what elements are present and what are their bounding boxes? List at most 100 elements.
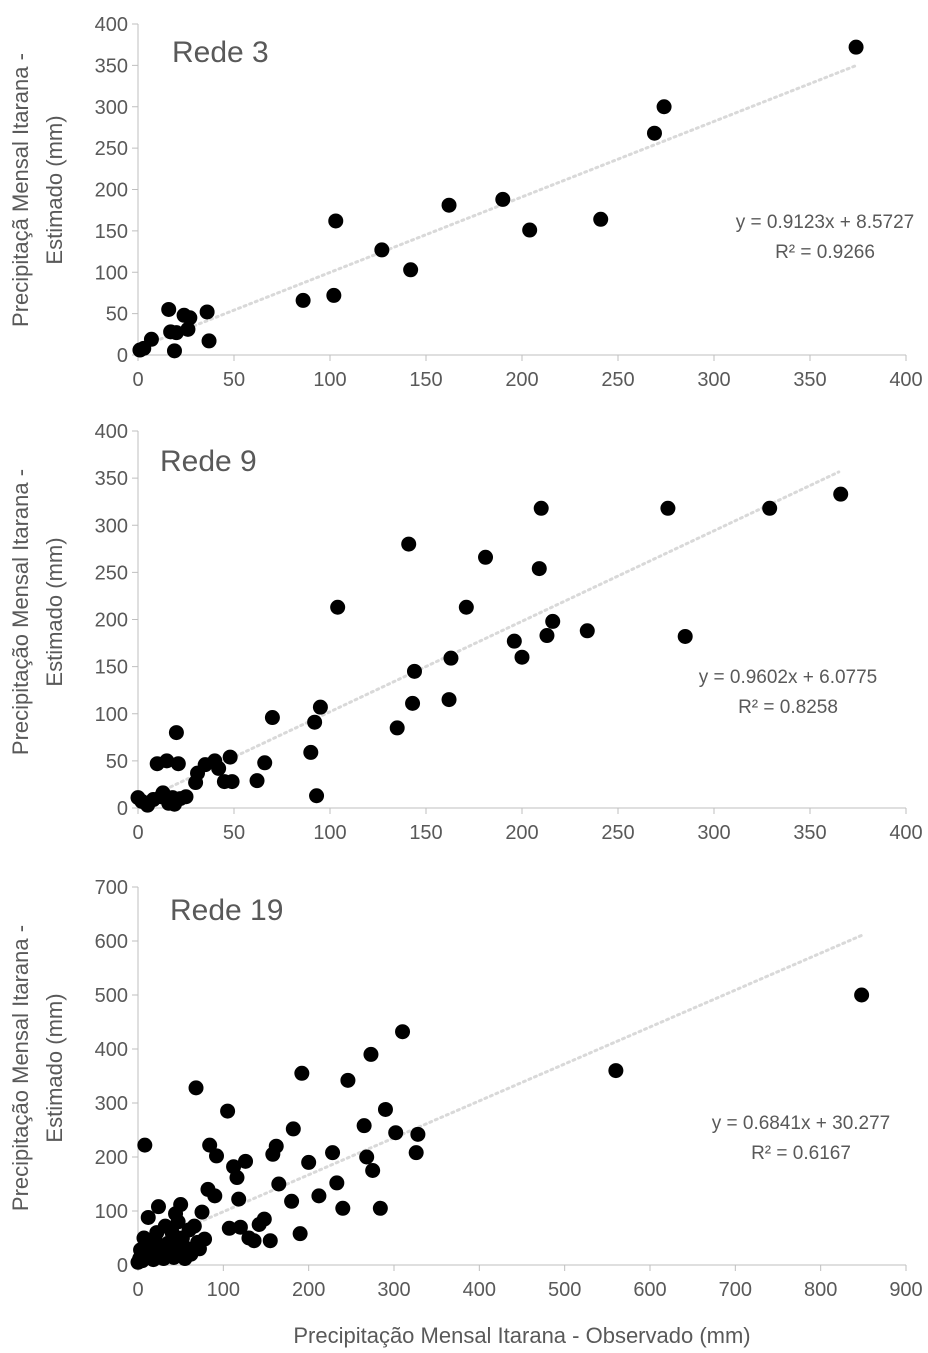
data-point [307,714,323,730]
data-point [579,623,595,639]
data-point [388,1125,404,1141]
data-point [303,744,319,760]
data-point [209,1148,225,1164]
y-tick-label: 100 [95,704,128,726]
data-point [186,1218,202,1234]
data-point [249,773,265,789]
x-tick-label: 50 [223,369,245,391]
data-point [199,304,215,320]
y-axis-label-line2: Estimado (mm) [42,537,67,686]
y-tick-label: 0 [117,345,128,367]
data-point [221,1220,237,1236]
y-tick-label: 150 [95,221,128,243]
chart-panel-3: 0 100 200 300 400 500 600 700 0 100 200 300 400 500 60… [8,877,923,1301]
data-point [180,321,196,337]
data-point [677,628,693,644]
data-point [656,99,672,115]
chart-title: Rede 3 [172,36,269,69]
data-point [188,1080,204,1096]
data-point [539,628,555,644]
data-point [284,1193,300,1209]
x-tick-label: 350 [793,822,826,844]
data-point [246,1233,262,1249]
y-tick-label: 0 [117,798,128,820]
data-point [159,753,175,769]
data-point [285,1121,301,1137]
x-tick-label: 0 [132,369,143,391]
data-point [182,310,198,326]
data-point [256,1211,272,1227]
y-tick-label: 50 [106,304,128,326]
y-tick-label: 500 [95,985,128,1007]
y-tick-label: 250 [95,138,128,160]
data-point [441,692,457,708]
y-tick-label: 0 [117,1255,128,1277]
data-point [395,1024,411,1040]
data-point [495,191,511,207]
trendline [136,933,865,1251]
data-point [408,1145,424,1161]
y-tick-label: 600 [95,931,128,953]
r-squared-label: R² = 0.9266 [775,242,875,263]
trendline [136,470,841,804]
y-tick-label: 400 [95,1039,128,1061]
r-squared-label: R² = 0.6167 [751,1143,851,1164]
y-axis-label-line1: Precipitação Mensal Itarana - [8,925,33,1211]
y-axis-label-line2: Estimado (mm) [42,993,67,1142]
data-point [359,1149,375,1165]
data-point [238,1153,254,1169]
data-point [660,500,676,516]
y-tick-label: 200 [95,1147,128,1169]
data-point [443,650,459,666]
x-tick-label: 350 [793,369,826,391]
data-point [506,633,522,649]
data-point [301,1154,317,1170]
data-point [377,1101,393,1117]
y-tick-label: 300 [95,515,128,537]
data-point [166,343,182,359]
data-point [514,649,530,665]
data-point [329,1175,345,1191]
x-tick-label: 200 [292,1279,325,1301]
chart-title: Rede 19 [170,894,283,927]
data-point [328,213,344,229]
x-tick-label: 600 [633,1279,666,1301]
y-axis-label-line2: Estimado (mm) [42,115,67,264]
data-point [170,756,186,772]
data-point [309,788,325,804]
data-point [608,1063,624,1079]
data-point [330,599,346,615]
x-tick-label: 700 [719,1279,752,1301]
data-point [143,331,159,347]
data-point [211,760,227,776]
data-point [522,222,538,238]
x-tick-label: 100 [207,1279,240,1301]
chart-panel-2: 0 50 100 150 200 250 300 350 400 0 50 100 150 200 250 3… [8,421,923,844]
trend-equation: y = 0.9123x + 8.5727 [736,212,915,233]
data-point [292,1226,308,1242]
data-point [295,292,311,308]
x-tick-label: 300 [377,1279,410,1301]
data-point [646,125,662,141]
x-tick-label: 250 [601,369,634,391]
chart-panel-1: 0 50 100 150 200 250 300 350 400 0 50 100 150 200 250 3… [8,14,923,391]
data-point [326,287,342,303]
data-point [854,987,870,1003]
data-point [335,1200,351,1216]
data-point [533,500,549,516]
y-axis-label-line1: Precipitaçã Mensal Itarana - [8,53,33,327]
y-tick-label: 400 [95,421,128,443]
data-point [762,500,778,516]
data-point [222,749,238,765]
x-tick-label: 300 [697,822,730,844]
data-point [410,1126,426,1142]
x-tick-label: 200 [505,369,538,391]
x-tick-label: 250 [601,822,634,844]
y-tick-label: 200 [95,610,128,632]
x-tick-label: 150 [409,369,442,391]
x-tick-label: 50 [223,822,245,844]
x-tick-label: 400 [463,1279,496,1301]
x-tick-label: 100 [313,822,346,844]
data-point [202,1137,218,1153]
